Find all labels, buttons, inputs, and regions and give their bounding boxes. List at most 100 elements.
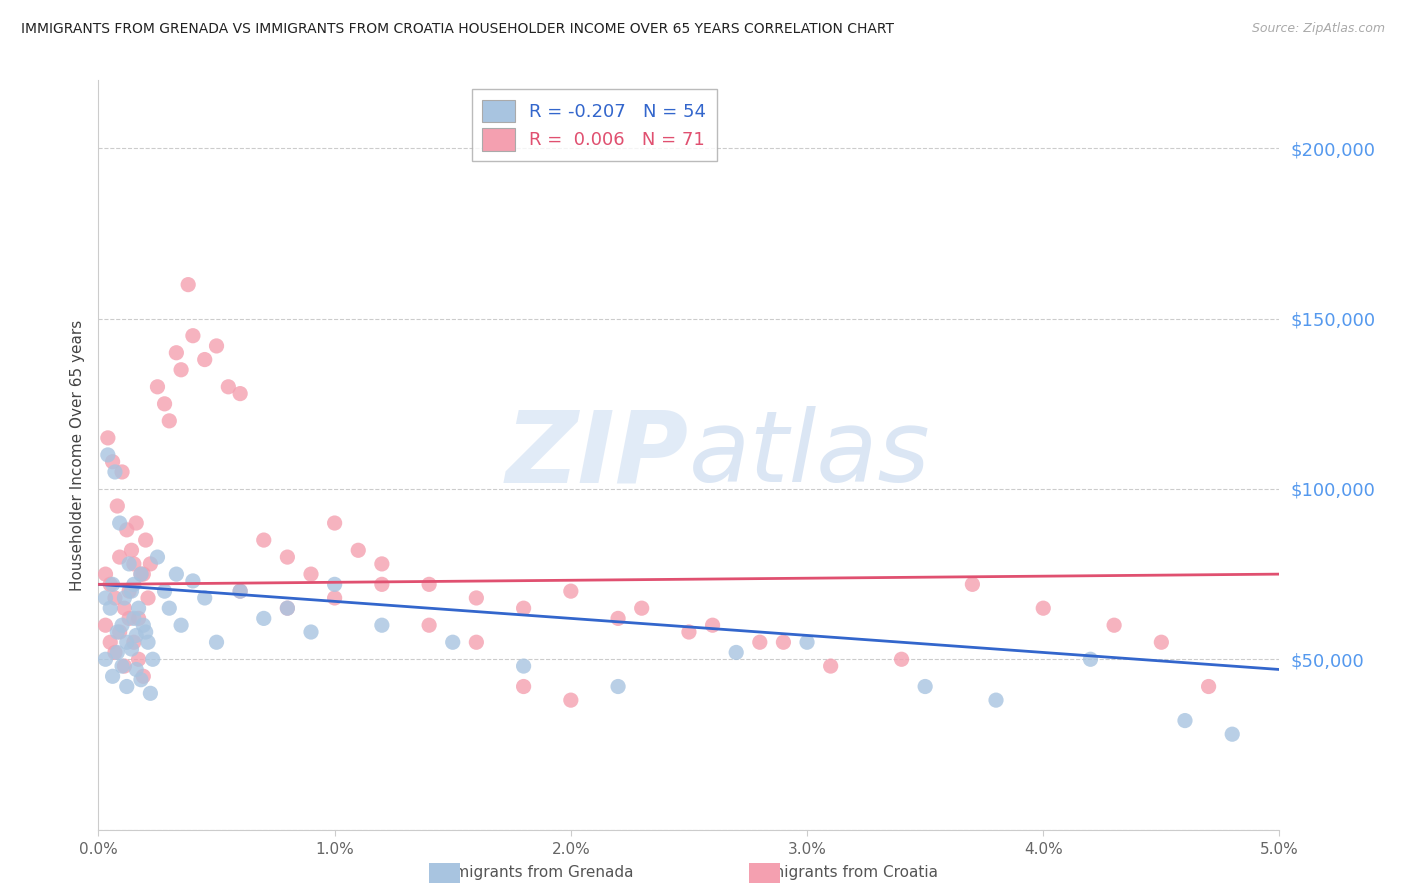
Point (94, 591, 117, 605)
Point (115, 635, 138, 649)
Point (122, 557, 145, 571)
Point (104, 465, 127, 479)
Text: ZIP: ZIP (506, 407, 689, 503)
Point (118, 611, 141, 625)
Point (112, 591, 135, 605)
Point (112, 659, 135, 673)
Point (418, 577, 440, 591)
Point (115, 680, 138, 694)
Point (229, 386, 252, 401)
Point (177, 277, 200, 292)
Point (229, 584, 252, 599)
Point (253, 611, 276, 625)
Text: Immigrants from Grenada: Immigrants from Grenada (434, 865, 634, 880)
Point (441, 635, 464, 649)
Point (371, 577, 394, 591)
Point (153, 584, 176, 599)
Point (630, 601, 652, 615)
Point (678, 625, 700, 640)
Point (108, 516, 131, 530)
Point (512, 601, 534, 615)
Point (122, 611, 145, 625)
Point (112, 601, 135, 615)
Point (136, 635, 159, 649)
Point (702, 618, 724, 632)
Point (94, 567, 117, 582)
Point (229, 584, 252, 599)
Point (104, 591, 127, 605)
Text: IMMIGRANTS FROM GRENADA VS IMMIGRANTS FROM CROATIA HOUSEHOLDER INCOME OVER 65 YE: IMMIGRANTS FROM GRENADA VS IMMIGRANTS FR… (21, 22, 894, 37)
Point (101, 455, 124, 469)
Point (276, 601, 298, 615)
Point (108, 550, 131, 565)
Point (299, 567, 322, 582)
Point (98, 577, 121, 591)
Point (98, 635, 121, 649)
Point (98, 601, 121, 615)
Point (118, 557, 141, 571)
Point (125, 516, 148, 530)
Point (194, 352, 217, 367)
Point (217, 380, 239, 394)
Point (135, 533, 157, 547)
Point (125, 628, 148, 642)
Point (796, 635, 818, 649)
Point (132, 618, 155, 632)
Point (748, 635, 770, 649)
Point (170, 618, 193, 632)
Point (607, 680, 630, 694)
Y-axis label: Householder Income Over 65 years: Householder Income Over 65 years (70, 319, 86, 591)
Point (142, 652, 165, 666)
Point (157, 414, 180, 428)
Point (1080, 652, 1102, 666)
Point (132, 567, 155, 582)
Point (820, 659, 842, 673)
Point (984, 693, 1007, 707)
Point (122, 635, 145, 649)
Point (170, 363, 193, 377)
Point (128, 652, 150, 666)
Point (276, 601, 298, 615)
Legend: R = -0.207   N = 54, R =  0.006   N = 71: R = -0.207 N = 54, R = 0.006 N = 71 (471, 89, 717, 161)
Point (121, 642, 143, 657)
Point (181, 328, 204, 343)
Point (418, 618, 440, 632)
Text: atlas: atlas (689, 407, 931, 503)
Point (962, 577, 984, 591)
Point (465, 635, 488, 649)
Point (111, 465, 134, 479)
Point (371, 557, 394, 571)
Point (146, 380, 169, 394)
Point (323, 516, 346, 530)
Point (323, 591, 346, 605)
Point (772, 635, 794, 649)
Text: Immigrants from Croatia: Immigrants from Croatia (749, 865, 938, 880)
Point (101, 669, 124, 683)
Point (157, 601, 180, 615)
Point (97, 431, 120, 445)
Point (94, 652, 117, 666)
Point (153, 397, 176, 411)
Point (94, 618, 117, 632)
Point (104, 645, 127, 659)
Point (129, 567, 152, 582)
Point (205, 339, 228, 353)
Point (136, 591, 159, 605)
Point (118, 584, 141, 599)
Point (108, 625, 131, 640)
Point (1102, 618, 1125, 632)
Point (914, 680, 936, 694)
Point (146, 550, 169, 565)
Point (101, 577, 124, 591)
Point (139, 557, 162, 571)
Point (135, 625, 157, 640)
Point (97, 448, 120, 462)
Point (115, 523, 138, 537)
Point (890, 652, 912, 666)
Point (465, 591, 488, 605)
Point (105, 625, 128, 640)
Point (105, 499, 128, 513)
Point (165, 567, 187, 582)
Point (111, 659, 134, 673)
Point (128, 601, 150, 615)
